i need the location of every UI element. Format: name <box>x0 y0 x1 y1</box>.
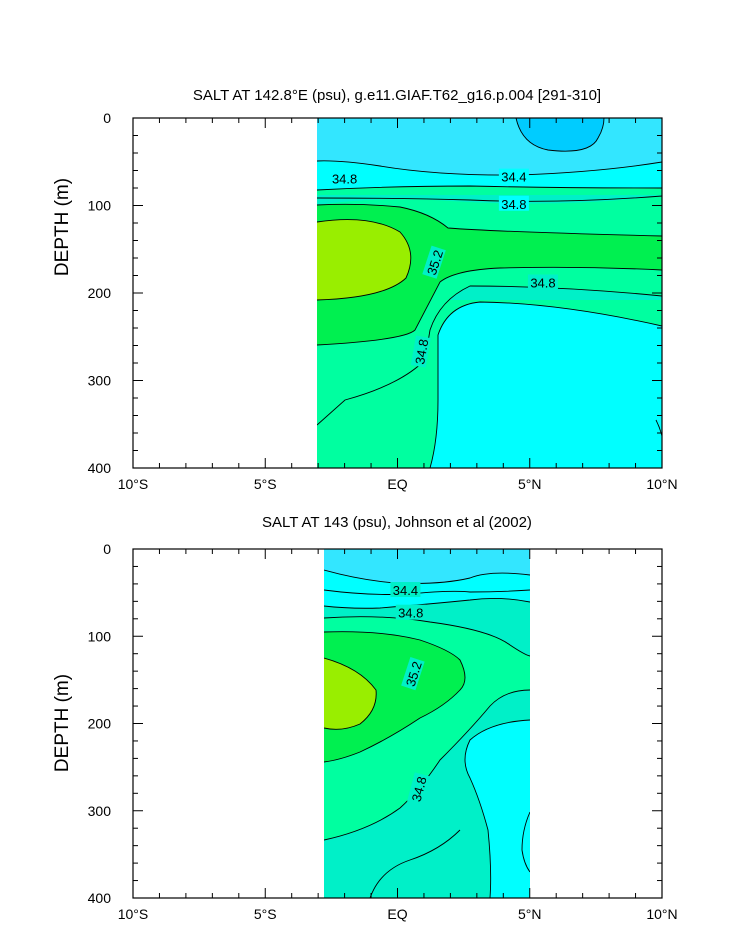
contour-label-bg <box>498 168 529 184</box>
contour-label-bg <box>498 195 529 211</box>
chart-title: SALT AT 143 (psu), Johnson et al (2002) <box>262 514 532 531</box>
contour-label: 35.2 <box>422 245 446 279</box>
y-tick-label: 300 <box>88 373 112 389</box>
contour-label-bg <box>395 604 426 620</box>
contour-label-bg <box>329 170 360 186</box>
x-tick-label: 10°N <box>646 906 677 922</box>
contour-label-bg <box>422 245 446 279</box>
panel-model: SALT AT 142.8°E (psu), g.e11.GIAF.T62_g1… <box>52 87 678 492</box>
chart-title: SALT AT 142.8°E (psu), g.e11.GIAF.T62_g1… <box>193 87 601 104</box>
y-axis-label: DEPTH (m) <box>52 178 73 276</box>
y-tick-label: 200 <box>88 716 112 732</box>
contour-label-text: 35.2 <box>424 248 446 277</box>
y-tick-label: 300 <box>88 803 112 819</box>
band-34.6-deep <box>465 720 530 898</box>
contour-fill <box>324 549 530 898</box>
contour-label: 34.8 <box>395 604 426 621</box>
contour-label-text: 34.4 <box>393 583 418 598</box>
x-tick-label: 5°S <box>254 476 277 492</box>
x-tick-label: EQ <box>387 476 407 492</box>
contour-label-bg <box>401 657 425 691</box>
contour-label: 35.2 <box>401 657 425 691</box>
x-tick-label: 10°S <box>118 476 149 492</box>
contour-label-text: 34.8 <box>412 338 431 366</box>
band-35.4 <box>317 219 411 300</box>
contour-labels: 34.4 34.8 34.8 35.2 34.8 34.8 <box>329 168 558 368</box>
contour-label: 34.8 <box>410 335 431 368</box>
x-tick-label: 10°N <box>646 476 677 492</box>
contour-label-text: 34.8 <box>530 276 555 291</box>
contour-label: 34.8 <box>498 195 529 212</box>
x-tick-label: 5°S <box>254 906 277 922</box>
band-35.4 <box>324 658 377 730</box>
contour-label-text: 34.8 <box>409 775 430 803</box>
band-34.0 <box>516 118 604 152</box>
contour-fill <box>317 118 662 468</box>
contour-labels: 34.4 34.8 35.2 34.8 <box>390 582 430 806</box>
contour-label-text: 35.2 <box>403 660 425 689</box>
contour-label: 34.8 <box>407 772 430 806</box>
contour-label-bg <box>410 335 431 368</box>
y-tick-label: 0 <box>103 541 111 557</box>
y-tick-label: 400 <box>88 460 112 476</box>
x-tick-label: 10°S <box>118 906 149 922</box>
contour-label-bg <box>390 582 421 598</box>
y-tick-label: 200 <box>88 285 112 301</box>
contour-label-text: 34.8 <box>398 606 423 621</box>
x-tick-label: EQ <box>387 906 407 922</box>
axis-ticks: 10°S 5°S EQ 5°N 10°N 0 100 200 300 400 <box>88 110 678 492</box>
band-35.2 <box>324 631 465 762</box>
contour-label-bg <box>527 274 558 290</box>
x-tick-label: 5°N <box>518 476 542 492</box>
y-axis-label: DEPTH (m) <box>52 674 73 772</box>
contour-label-text: 34.4 <box>501 170 526 185</box>
y-tick-label: 0 <box>103 110 111 126</box>
band-34.6-deep <box>430 302 662 468</box>
contour-label: 34.8 <box>527 274 558 291</box>
axis-ticks: 10°S 5°S EQ 5°N 10°N 0 100 200 300 400 <box>88 541 678 922</box>
contour-label: 34.8 <box>329 170 360 186</box>
y-tick-label: 100 <box>88 198 112 214</box>
contour-label-text: 34.8 <box>332 171 357 186</box>
y-tick-label: 100 <box>88 628 112 644</box>
contour-label-text: 34.8 <box>501 197 526 212</box>
contour-label: 34.4 <box>390 582 421 598</box>
band-34.4 <box>324 549 530 584</box>
y-tick-label: 400 <box>88 890 112 906</box>
x-tick-label: 5°N <box>518 906 542 922</box>
panel-observation: SALT AT 143 (psu), Johnson et al (2002) … <box>52 514 678 922</box>
contour-label: 34.4 <box>498 168 529 185</box>
